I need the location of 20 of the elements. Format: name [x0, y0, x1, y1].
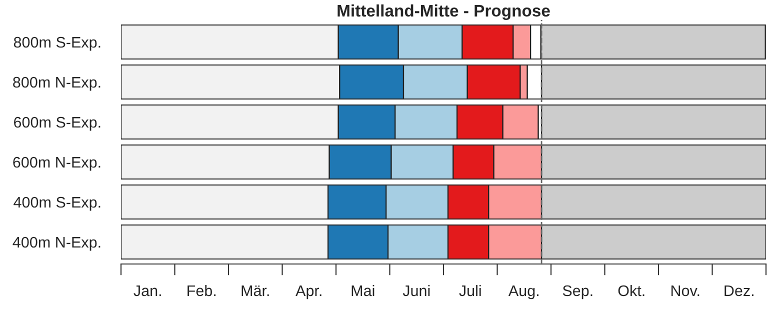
text: Jan. [134, 286, 161, 296]
y-tick-label: 600m N-Exp. [13, 156, 100, 171]
y-tick-label: 800m N-Exp. [13, 76, 100, 91]
text: Mai [352, 284, 374, 296]
text: Sep. [562, 285, 592, 300]
text: Dez. [724, 286, 754, 296]
text: Juli [459, 284, 481, 296]
text: Feb. [188, 284, 216, 296]
text: Juni [402, 284, 430, 296]
y-tick-label: 400m N-Exp. [12, 236, 100, 251]
text: Aug. [508, 286, 538, 300]
text: Okt. [618, 284, 644, 296]
text: Mär. [242, 286, 269, 296]
y-tick-label: 400m S-Exp. [14, 196, 100, 211]
chart-title: Mittelland-Mitte - Prognose [338, 4, 550, 20]
bar [540, 104, 766, 140]
text: Nov. [671, 286, 700, 296]
y-tick-label: 600m S-Exp. [14, 116, 100, 131]
y-tick-label: 800m S-Exp. [14, 36, 100, 51]
text: Apr. [296, 286, 322, 300]
